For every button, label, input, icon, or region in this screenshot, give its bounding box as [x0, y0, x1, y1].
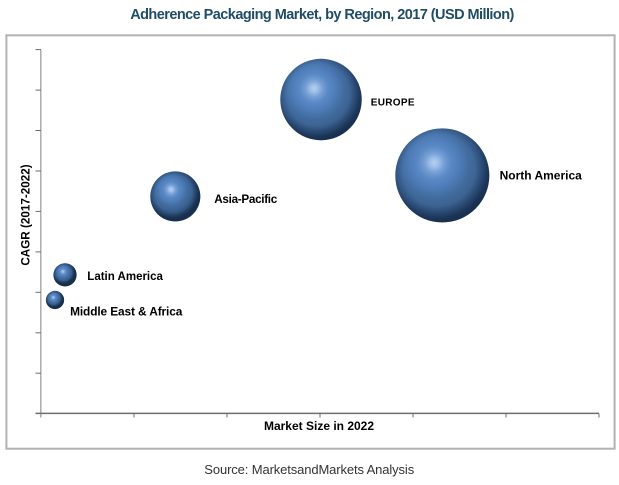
svg-text:North America: North America — [500, 169, 583, 183]
svg-text:Asia-Pacific: Asia-Pacific — [214, 193, 277, 206]
svg-text:EUROPE: EUROPE — [371, 98, 415, 109]
svg-text:Middle East & Africa: Middle East & Africa — [70, 305, 183, 319]
svg-text:Adherence Packaging Market, by: Adherence Packaging Market, by Region, 2… — [130, 7, 514, 23]
svg-text:Source: MarketsandMarkets Ana: Source: MarketsandMarkets Analysis — [204, 462, 414, 477]
svg-text:Market Size in 2022: Market Size in 2022 — [264, 419, 374, 433]
svg-text:Latin America: Latin America — [87, 271, 163, 283]
svg-text:CAGR (2017-2022): CAGR (2017-2022) — [20, 164, 33, 265]
